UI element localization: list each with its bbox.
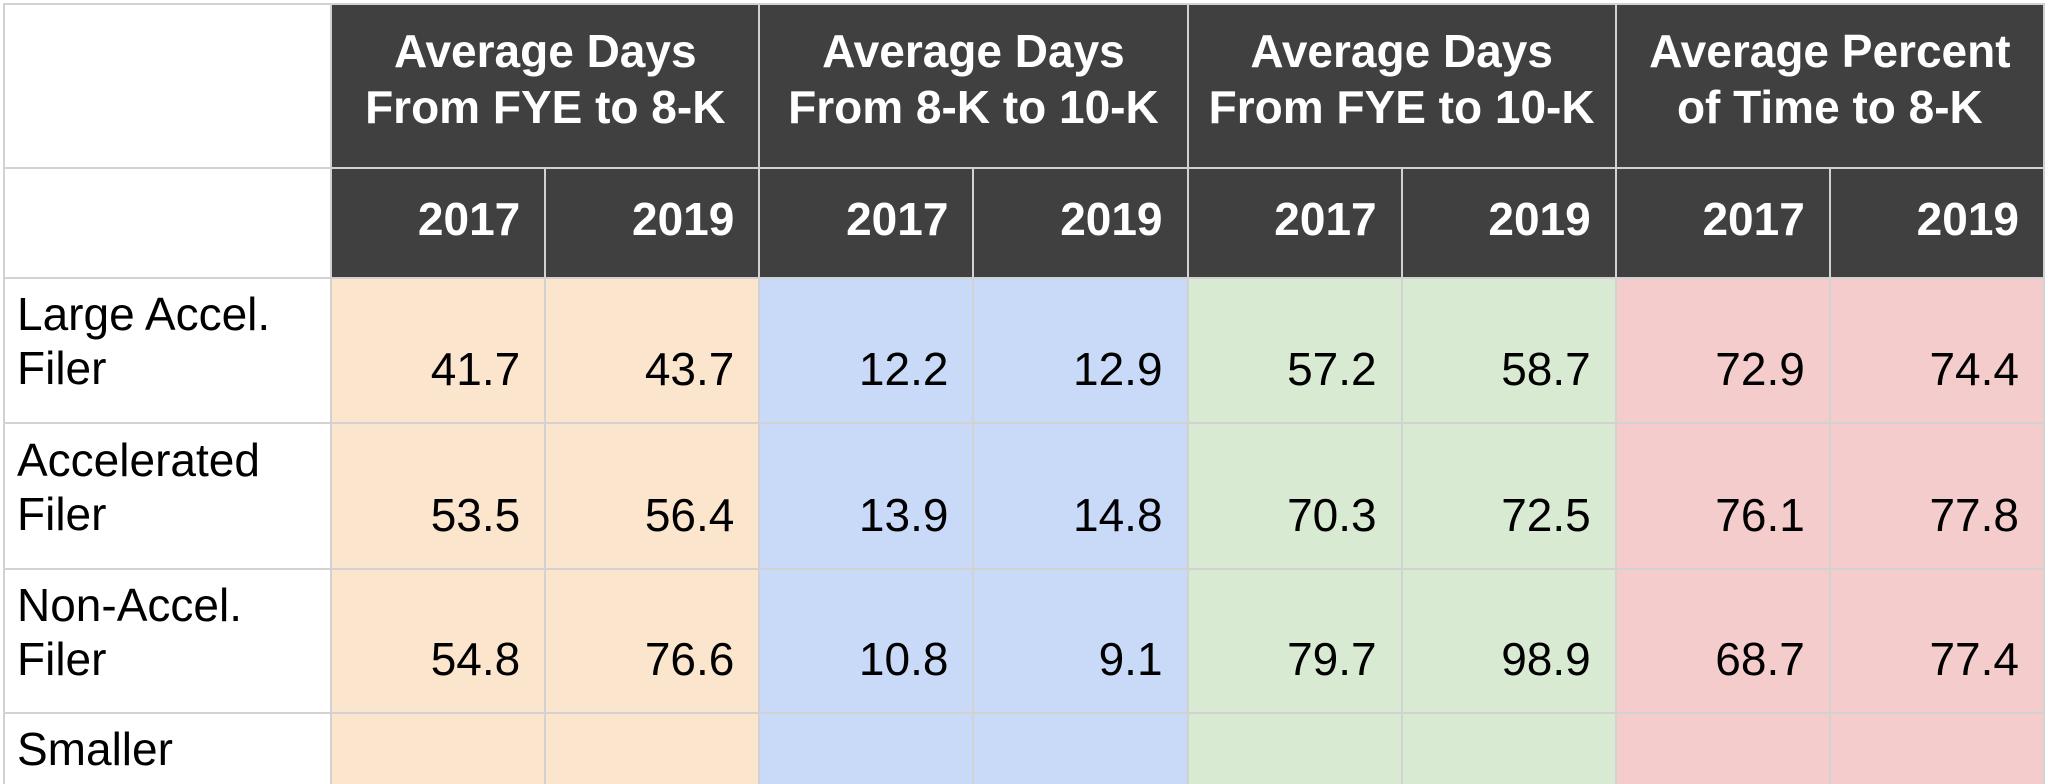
data-cell: 79.7 bbox=[1186, 567, 1403, 715]
table-row-smaller-reporting-co: Smaller Reporting Co. 70.3 N/A 10.1 N/A … bbox=[2, 712, 2046, 784]
year-header: 2019 bbox=[972, 167, 1189, 279]
row-label: Non-Accel. Filer bbox=[2, 567, 333, 715]
data-cell: 77.4 bbox=[1828, 567, 2046, 715]
data-cell: 12.9 bbox=[972, 277, 1189, 424]
group-header-fye-to-10k: Average Days From FYE to 10-K bbox=[1186, 3, 1617, 169]
data-cell: 57.2 bbox=[1186, 277, 1403, 424]
year-header: 2017 bbox=[1614, 167, 1831, 279]
filing-times-table: Average Days From FYE to 8-K Average Day… bbox=[2, 3, 2046, 784]
data-cell: 41.7 bbox=[330, 277, 547, 424]
data-cell: 43.7 bbox=[544, 277, 761, 424]
table-row-accelerated-filer: Accelerated Filer 53.5 56.4 13.9 14.8 70… bbox=[2, 421, 2046, 570]
row-label: Large Accel. Filer bbox=[2, 277, 333, 424]
data-cell: 77.6 bbox=[1614, 712, 1831, 784]
data-cell: 98.9 bbox=[1400, 567, 1617, 715]
data-cell: 54.8 bbox=[330, 567, 547, 715]
year-header: 2019 bbox=[544, 167, 761, 279]
data-cell: 76.1 bbox=[1614, 421, 1831, 570]
data-cell: 72.9 bbox=[1614, 277, 1831, 424]
data-cell: 14.8 bbox=[972, 421, 1189, 570]
group-header-row: Average Days From FYE to 8-K Average Day… bbox=[2, 3, 2046, 169]
group-header-percent-to-8k: Average Percent of Time to 8-K bbox=[1614, 3, 2046, 169]
data-cell: 10.8 bbox=[758, 567, 975, 715]
data-cell: 70.3 bbox=[330, 712, 547, 784]
data-cell: 12.2 bbox=[758, 277, 975, 424]
data-cell: 9.1 bbox=[972, 567, 1189, 715]
data-cell: 10.1 bbox=[758, 712, 975, 784]
row-label: Smaller Reporting Co. bbox=[2, 712, 333, 784]
data-cell: 76.6 bbox=[544, 567, 761, 715]
data-cell: 56.4 bbox=[544, 421, 761, 570]
table-row-large-accel-filer: Large Accel. Filer 41.7 43.7 12.2 12.9 5… bbox=[2, 277, 2046, 424]
data-cell: 70.3 bbox=[1186, 421, 1403, 570]
year-header: 2019 bbox=[1400, 167, 1617, 279]
group-header-8k-to-10k: Average Days From 8-K to 10-K bbox=[758, 3, 1189, 169]
data-cell: N/A bbox=[1400, 712, 1617, 784]
row-label: Accelerated Filer bbox=[2, 421, 333, 570]
year-header: 2017 bbox=[330, 167, 547, 279]
year-header: 2017 bbox=[758, 167, 975, 279]
data-cell: 77.8 bbox=[1828, 421, 2046, 570]
group-header-fye-to-8k: Average Days From FYE to 8-K bbox=[330, 3, 761, 169]
data-cell: 72.5 bbox=[1400, 421, 1617, 570]
year-header: 2017 bbox=[1186, 167, 1403, 279]
table-row-non-accel-filer: Non-Accel. Filer 54.8 76.6 10.8 9.1 79.7… bbox=[2, 567, 2046, 715]
data-cell: 13.9 bbox=[758, 421, 975, 570]
year-header-row: 2017 2019 2017 2019 2017 2019 2017 2019 bbox=[2, 167, 2046, 279]
data-cell: 58.7 bbox=[1400, 277, 1617, 424]
data-cell: 53.5 bbox=[330, 421, 547, 570]
data-cell: N/A bbox=[544, 712, 761, 784]
data-cell: 68.7 bbox=[1614, 567, 1831, 715]
data-cell: 90.5 bbox=[1186, 712, 1403, 784]
data-cell: N/A bbox=[1828, 712, 2046, 784]
corner-cell-top bbox=[2, 3, 333, 169]
year-header: 2019 bbox=[1828, 167, 2046, 279]
data-cell: 74.4 bbox=[1828, 277, 2046, 424]
corner-cell-years bbox=[2, 167, 333, 279]
data-cell: N/A bbox=[972, 712, 1189, 784]
